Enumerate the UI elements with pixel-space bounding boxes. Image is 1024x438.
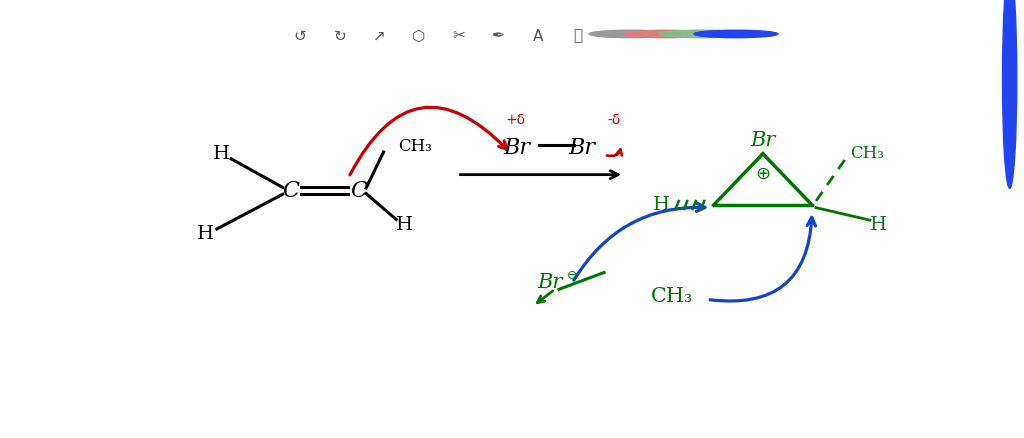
FancyArrowPatch shape bbox=[573, 203, 705, 280]
FancyArrowPatch shape bbox=[350, 107, 507, 175]
Text: ↺: ↺ bbox=[294, 28, 306, 43]
Text: H: H bbox=[395, 215, 413, 233]
Circle shape bbox=[589, 30, 673, 38]
Text: Br: Br bbox=[568, 137, 595, 159]
FancyArrowPatch shape bbox=[710, 217, 815, 301]
Text: Br: Br bbox=[504, 137, 530, 159]
Text: C: C bbox=[349, 180, 367, 202]
Circle shape bbox=[1002, 0, 1017, 188]
Text: C: C bbox=[283, 180, 299, 202]
Text: H: H bbox=[213, 145, 230, 163]
Text: ↻: ↻ bbox=[334, 28, 346, 43]
Text: ⊕: ⊕ bbox=[756, 165, 770, 183]
Text: Br: Br bbox=[751, 131, 775, 150]
Circle shape bbox=[624, 30, 708, 38]
Text: H: H bbox=[652, 196, 670, 214]
Text: ⬡: ⬡ bbox=[413, 28, 426, 43]
Text: H: H bbox=[869, 216, 887, 234]
Text: CH₃: CH₃ bbox=[850, 145, 884, 162]
Circle shape bbox=[694, 30, 778, 38]
Text: ↗: ↗ bbox=[373, 28, 386, 43]
Text: A: A bbox=[532, 28, 543, 43]
Text: CH₃: CH₃ bbox=[397, 138, 432, 155]
Text: H: H bbox=[197, 225, 213, 243]
Text: ⬛: ⬛ bbox=[572, 28, 582, 43]
Text: ⊖: ⊖ bbox=[567, 269, 578, 283]
Text: CH₃: CH₃ bbox=[650, 286, 693, 306]
Circle shape bbox=[659, 30, 742, 38]
Text: Br: Br bbox=[538, 273, 563, 292]
Text: -δ: -δ bbox=[608, 113, 622, 127]
FancyArrowPatch shape bbox=[607, 149, 622, 156]
Text: +δ: +δ bbox=[505, 113, 525, 127]
Text: ✒: ✒ bbox=[492, 28, 505, 43]
Text: ✂: ✂ bbox=[453, 28, 465, 43]
